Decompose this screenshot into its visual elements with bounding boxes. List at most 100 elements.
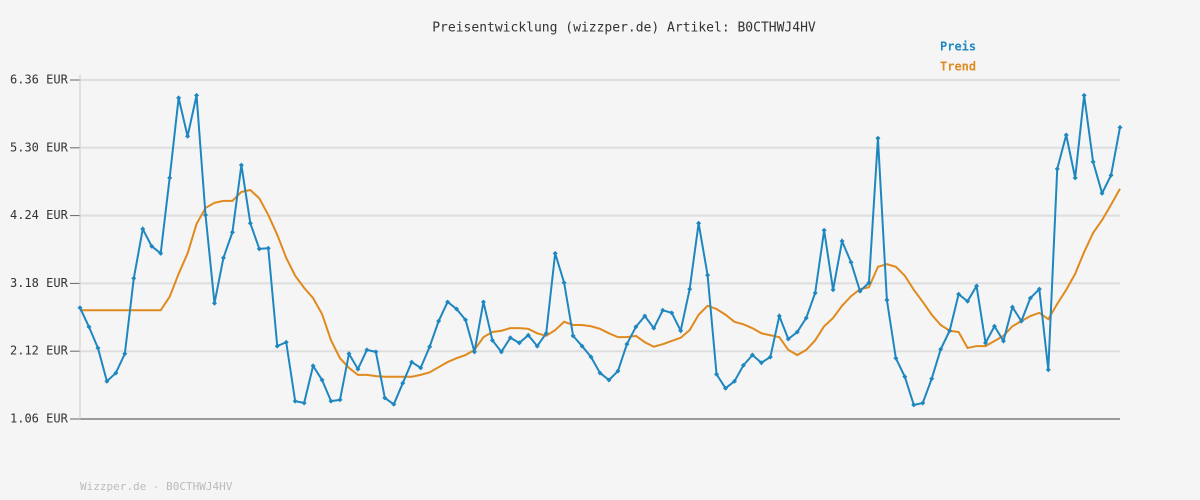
point-marker bbox=[167, 175, 173, 181]
series-line bbox=[80, 188, 1121, 378]
point-marker bbox=[436, 318, 442, 324]
point-marker bbox=[991, 323, 997, 329]
point-marker bbox=[382, 395, 388, 401]
point-marker bbox=[229, 229, 235, 235]
legend-label: Preis bbox=[940, 40, 976, 54]
point-marker bbox=[1009, 304, 1015, 310]
point-marker bbox=[525, 332, 531, 338]
point-marker bbox=[256, 246, 262, 252]
point-marker bbox=[785, 336, 791, 342]
point-marker bbox=[409, 359, 415, 365]
point-marker bbox=[633, 324, 639, 330]
y-tick-label: 3.18 EUR bbox=[10, 276, 69, 290]
point-marker bbox=[812, 290, 818, 296]
y-tick-label: 1.06 EUR bbox=[10, 412, 69, 426]
point-marker bbox=[1081, 92, 1087, 98]
point-marker bbox=[731, 378, 737, 384]
point-marker bbox=[113, 370, 119, 376]
chart-title: Preisentwicklung (wizzper.de) Artikel: B… bbox=[432, 21, 816, 36]
point-marker bbox=[839, 238, 845, 244]
point-marker bbox=[507, 335, 513, 341]
point-marker bbox=[857, 288, 863, 294]
point-marker bbox=[552, 250, 558, 256]
y-tick-label: 2.12 EUR bbox=[10, 344, 69, 358]
point-marker bbox=[445, 299, 451, 305]
point-marker bbox=[104, 378, 110, 384]
y-tick-label: 6.36 EUR bbox=[10, 73, 69, 87]
point-marker bbox=[301, 400, 307, 406]
point-marker bbox=[947, 328, 953, 334]
point-marker bbox=[776, 313, 782, 319]
point-marker bbox=[292, 398, 298, 404]
point-marker bbox=[758, 360, 764, 366]
point-marker bbox=[1108, 172, 1114, 178]
point-marker bbox=[624, 341, 630, 347]
point-marker bbox=[1117, 124, 1123, 130]
point-marker bbox=[938, 346, 944, 352]
legend-label: Trend bbox=[940, 60, 976, 74]
point-marker bbox=[821, 227, 827, 233]
point-marker bbox=[1018, 318, 1024, 324]
point-marker bbox=[77, 305, 83, 311]
point-marker bbox=[185, 133, 191, 139]
point-marker bbox=[319, 377, 325, 383]
point-marker bbox=[723, 385, 729, 391]
point-marker bbox=[471, 349, 477, 355]
y-tick-label: 4.24 EUR bbox=[10, 208, 69, 222]
point-marker bbox=[920, 400, 926, 406]
point-marker bbox=[561, 280, 567, 286]
point-marker bbox=[803, 315, 809, 321]
point-marker bbox=[929, 376, 935, 382]
point-marker bbox=[902, 374, 908, 380]
point-marker bbox=[660, 307, 666, 313]
point-marker bbox=[615, 368, 621, 374]
point-marker bbox=[570, 333, 576, 339]
point-marker bbox=[1036, 286, 1042, 292]
point-marker bbox=[1027, 295, 1033, 301]
point-marker bbox=[194, 92, 200, 98]
point-marker bbox=[122, 351, 128, 357]
point-marker bbox=[696, 220, 702, 226]
point-marker bbox=[328, 398, 334, 404]
point-marker bbox=[749, 352, 755, 358]
point-marker bbox=[176, 95, 182, 101]
point-marker bbox=[463, 317, 469, 323]
point-marker bbox=[95, 345, 101, 351]
point-marker bbox=[606, 377, 612, 383]
point-marker bbox=[848, 259, 854, 265]
point-marker bbox=[534, 343, 540, 349]
point-marker bbox=[687, 286, 693, 292]
point-marker bbox=[203, 212, 209, 218]
point-marker bbox=[893, 355, 899, 361]
point-marker bbox=[274, 343, 280, 349]
point-marker bbox=[220, 255, 226, 261]
point-marker bbox=[740, 362, 746, 368]
y-tick-label: 5.30 EUR bbox=[10, 140, 69, 154]
point-marker bbox=[364, 347, 370, 353]
point-marker bbox=[678, 328, 684, 334]
point-marker bbox=[489, 337, 495, 343]
point-marker bbox=[400, 380, 406, 386]
point-marker bbox=[956, 291, 962, 297]
point-marker bbox=[965, 298, 971, 304]
point-marker bbox=[373, 349, 379, 355]
point-marker bbox=[651, 325, 657, 331]
point-marker bbox=[669, 310, 675, 316]
point-marker bbox=[597, 370, 603, 376]
point-marker bbox=[337, 397, 343, 403]
point-marker bbox=[588, 354, 594, 360]
point-marker bbox=[875, 135, 881, 141]
point-marker bbox=[884, 297, 890, 303]
footer: Wizzper.de - B0CTHWJ4HV bbox=[80, 480, 233, 493]
point-marker bbox=[346, 351, 352, 357]
point-marker bbox=[454, 306, 460, 312]
point-marker bbox=[498, 349, 504, 355]
point-marker bbox=[158, 250, 164, 256]
point-marker bbox=[1072, 175, 1078, 181]
point-marker bbox=[866, 280, 872, 286]
point-marker bbox=[131, 275, 137, 281]
point-marker bbox=[149, 243, 155, 249]
